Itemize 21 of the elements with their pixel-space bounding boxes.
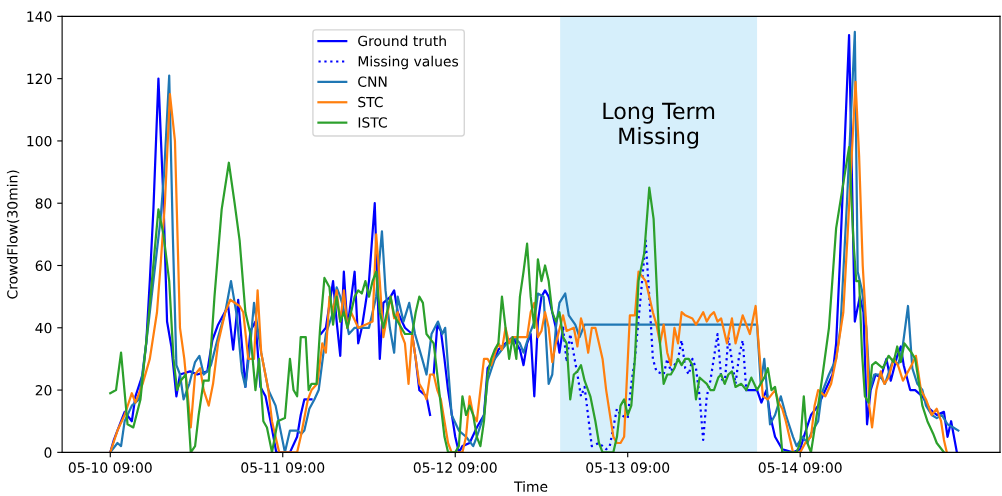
band-label: Long Term Missing [603,102,715,149]
legend-label: STC [358,96,383,108]
legend-label: ISTC [358,117,387,128]
legend-label: CNN [358,76,387,87]
y-tick-label: 120 [27,73,52,85]
x-tick-label: 05-11 09:00 [241,462,325,473]
y-tick-label: 40 [35,322,52,334]
legend-label: Ground truth [358,35,446,47]
y-tick-label: 140 [27,11,52,22]
y-axis-title: CrowdFlow(30min) [6,170,20,299]
y-tick-label: 60 [35,260,52,271]
legend-label: Missing values [358,55,459,70]
x-axis-title: Time [514,481,548,492]
y-tick-label: 100 [27,135,52,147]
x-tick-label: 05-12 09:00 [413,462,497,473]
y-tick-label: 0 [44,447,52,458]
y-tick-label: 20 [35,385,52,396]
x-tick-label: 05-14 09:00 [758,462,842,473]
x-tick-label: 05-13 09:00 [586,462,670,473]
x-tick-label: 05-10 09:00 [68,462,152,473]
y-tick-label: 80 [35,198,52,209]
